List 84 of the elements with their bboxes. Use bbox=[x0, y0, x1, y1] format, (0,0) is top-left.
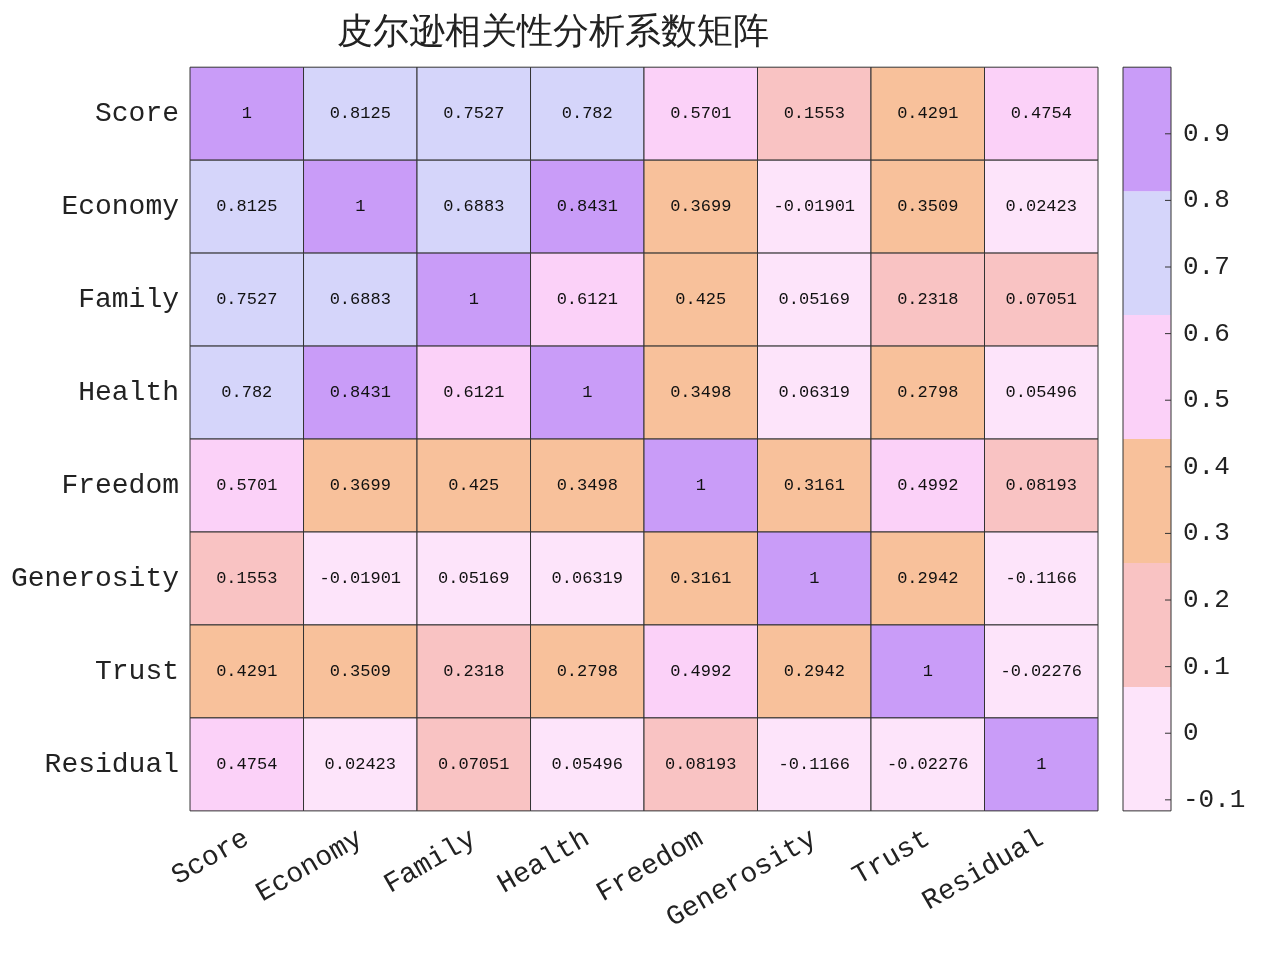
data-label: 0.7527 bbox=[443, 104, 505, 124]
y-tick-label: Health bbox=[78, 376, 180, 408]
data-label: 0.782 bbox=[561, 104, 613, 124]
data-label: 0.3509 bbox=[329, 661, 391, 681]
color-bar-label: 0.1 bbox=[1183, 651, 1230, 682]
data-label: 0.05496 bbox=[551, 754, 623, 774]
data-label: 1 bbox=[922, 661, 933, 681]
data-label: -0.02276 bbox=[1000, 661, 1083, 681]
data-label: 0.7527 bbox=[216, 290, 278, 310]
data-label: 1 bbox=[809, 568, 820, 588]
data-label: 0.07051 bbox=[1005, 290, 1077, 310]
color-bar-label: 0.9 bbox=[1183, 118, 1230, 149]
y-tick-label: Trust bbox=[95, 655, 180, 687]
data-label: 0.4754 bbox=[1010, 104, 1072, 124]
y-tick-label: Freedom bbox=[61, 469, 180, 501]
data-label: 0.6121 bbox=[443, 383, 505, 403]
data-label: 0.3161 bbox=[670, 568, 732, 588]
y-tick-label: Economy bbox=[61, 191, 180, 223]
data-label: 0.02423 bbox=[1005, 197, 1077, 217]
data-label: 1 bbox=[468, 290, 479, 310]
data-label: 1 bbox=[241, 104, 252, 124]
data-label: -0.1166 bbox=[778, 754, 850, 774]
data-label: 0.06319 bbox=[551, 568, 623, 588]
data-label: 0.8431 bbox=[556, 197, 618, 217]
data-label: 0.08193 bbox=[1005, 476, 1077, 496]
data-label: 0.08193 bbox=[665, 754, 737, 774]
data-label: 0.06319 bbox=[778, 383, 850, 403]
data-label: 0.2318 bbox=[897, 290, 959, 310]
data-label: 0.3498 bbox=[556, 476, 618, 496]
data-label: 0.425 bbox=[448, 476, 500, 496]
data-label: 0.782 bbox=[221, 383, 273, 403]
data-label: 0.3161 bbox=[783, 476, 845, 496]
y-tick-label: Score bbox=[95, 98, 180, 130]
data-label: 1 bbox=[355, 197, 366, 217]
color-bar-label: -0.1 bbox=[1183, 784, 1246, 815]
color-bar-label: 0.6 bbox=[1183, 318, 1230, 349]
data-label: 1 bbox=[695, 476, 706, 496]
data-label: 0.2798 bbox=[897, 383, 959, 403]
data-label: 0.6883 bbox=[329, 290, 391, 310]
data-label: 0.8431 bbox=[329, 383, 391, 403]
data-label: 0.2942 bbox=[897, 568, 959, 588]
data-label: 0.4992 bbox=[670, 661, 732, 681]
y-tick-label: Residual bbox=[44, 748, 180, 780]
data-label: 0.4291 bbox=[216, 661, 278, 681]
data-label: -0.1166 bbox=[1005, 568, 1077, 588]
y-tick-label: Family bbox=[78, 284, 180, 316]
data-label: 0.6883 bbox=[443, 197, 505, 217]
data-label: 0.2942 bbox=[783, 661, 845, 681]
data-label: 0.1553 bbox=[216, 568, 278, 588]
data-label: -0.02276 bbox=[886, 754, 969, 774]
data-label: 1 bbox=[582, 383, 593, 403]
data-label: 0.6121 bbox=[556, 290, 618, 310]
data-label: 0.3699 bbox=[670, 197, 732, 217]
data-label: 0.02423 bbox=[324, 754, 396, 774]
y-tick-label: Generosity bbox=[11, 562, 180, 594]
chart-title: 皮尔逊相关性分析系数矩阵 bbox=[337, 9, 769, 51]
data-label: 0.4992 bbox=[897, 476, 959, 496]
color-bar-label: 0.8 bbox=[1183, 185, 1230, 216]
data-label: 0.05496 bbox=[1005, 383, 1077, 403]
color-bar-label: 0.4 bbox=[1183, 451, 1230, 482]
color-bar-label: 0.2 bbox=[1183, 584, 1230, 615]
data-label: 0.2798 bbox=[556, 661, 618, 681]
color-bar-label: 0 bbox=[1183, 718, 1199, 749]
data-label: 0.3509 bbox=[897, 197, 959, 217]
data-label: 0.8125 bbox=[216, 197, 278, 217]
color-bar-label: 0.3 bbox=[1183, 518, 1230, 549]
data-label: 0.3498 bbox=[670, 383, 732, 403]
data-label: -0.01901 bbox=[319, 568, 402, 588]
data-label: 1 bbox=[1036, 754, 1047, 774]
data-label: 0.4754 bbox=[216, 754, 278, 774]
data-label: 0.3699 bbox=[329, 476, 391, 496]
color-bar-label: 0.7 bbox=[1183, 251, 1230, 282]
data-label: 0.05169 bbox=[438, 568, 510, 588]
data-label: 0.5701 bbox=[670, 104, 732, 124]
data-label: 0.1553 bbox=[783, 104, 845, 124]
data-label: 0.2318 bbox=[443, 661, 505, 681]
data-label: 0.4291 bbox=[897, 104, 959, 124]
data-label: 0.07051 bbox=[438, 754, 510, 774]
data-label: 0.5701 bbox=[216, 476, 278, 496]
data-label: 0.05169 bbox=[778, 290, 850, 310]
data-label: 0.8125 bbox=[329, 104, 391, 124]
data-label: 0.425 bbox=[675, 290, 727, 310]
data-label: -0.01901 bbox=[773, 197, 856, 217]
color-bar-label: 0.5 bbox=[1183, 385, 1230, 416]
